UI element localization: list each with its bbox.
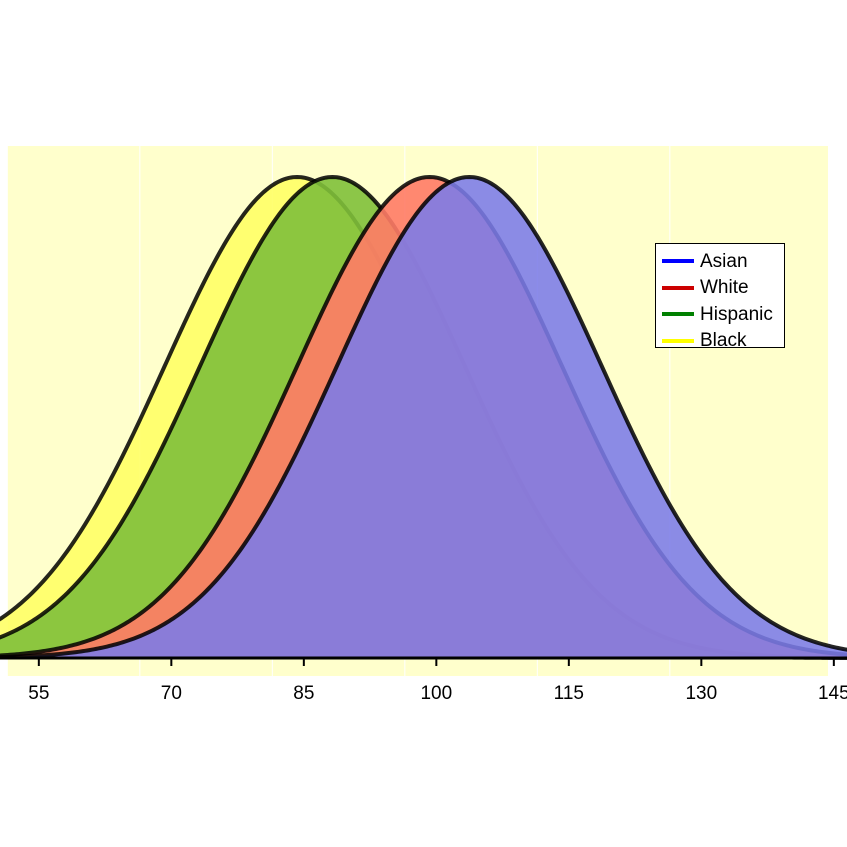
legend-label-black: Black — [700, 330, 747, 352]
area-asian — [0, 177, 847, 658]
legend: Asian White Hispanic Black — [655, 243, 785, 350]
legend-label-white: White — [700, 277, 749, 299]
x-tick-label-130: 130 — [685, 683, 717, 704]
distribution-curves — [0, 174, 847, 660]
legend-swatch-hispanic — [662, 312, 694, 317]
legend-item-asian: Asian — [662, 248, 784, 275]
x-tick-label-115: 115 — [554, 683, 584, 704]
x-tick-label-70: 70 — [161, 683, 182, 704]
legend-swatch-asian — [662, 259, 694, 264]
x-tick-label-55: 55 — [28, 683, 49, 704]
x-tick-label-85: 85 — [293, 683, 314, 704]
legend-item-white: White — [662, 275, 784, 302]
x-tick-label-145: 145 — [818, 683, 847, 704]
line-asian — [0, 174, 847, 660]
x-axis-ticks: 55 70 85 100 115 130 145 — [28, 658, 847, 704]
legend-label-hispanic: Hispanic — [700, 303, 773, 325]
legend-item-black: Black — [662, 328, 784, 355]
legend-swatch-white — [662, 285, 694, 290]
x-tick-label-100: 100 — [420, 683, 452, 704]
legend-swatch-black — [662, 338, 694, 343]
legend-label-asian: Asian — [700, 250, 748, 272]
legend-item-hispanic: Hispanic — [662, 301, 784, 328]
